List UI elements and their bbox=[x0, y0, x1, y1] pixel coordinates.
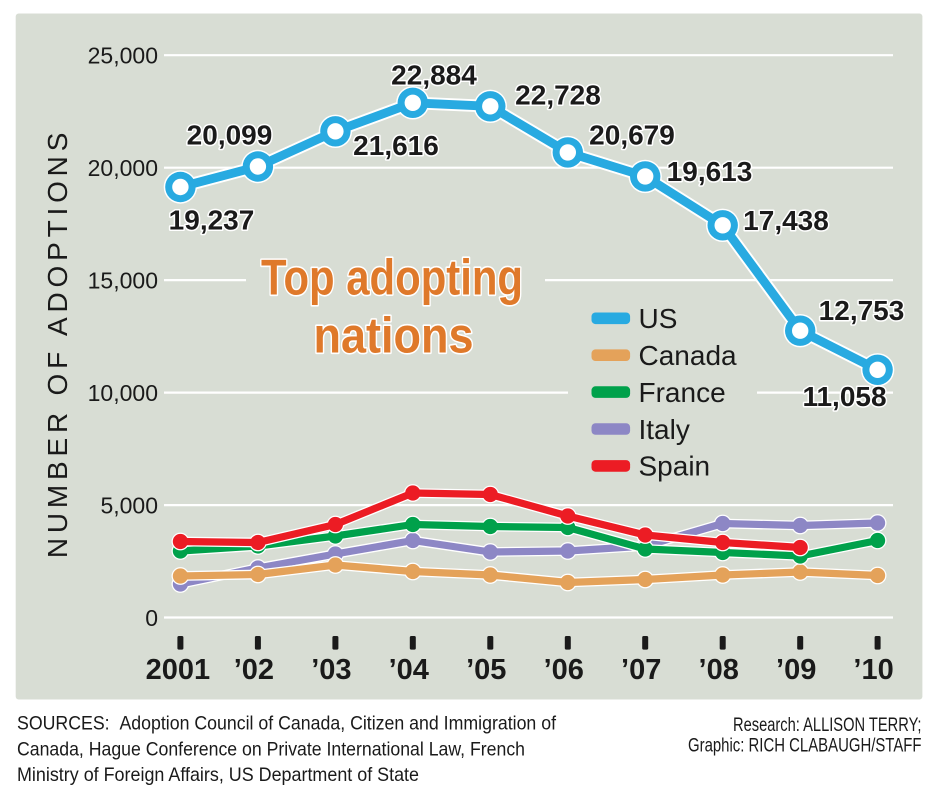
svg-text:5,000: 5,000 bbox=[100, 492, 158, 518]
svg-text:Spain: Spain bbox=[639, 451, 711, 482]
svg-text:SOURCES: Adoption Council of: SOURCES: Adoption Council of Canada, Cit… bbox=[17, 713, 557, 735]
svg-text:Canada: Canada bbox=[639, 340, 738, 371]
svg-text:22,884: 22,884 bbox=[391, 60, 477, 91]
svg-text:Canada, Hague Conference on Pr: Canada, Hague Conference on Private Inte… bbox=[17, 738, 525, 760]
svg-text:’05: ’05 bbox=[466, 654, 506, 686]
svg-text:0: 0 bbox=[145, 605, 158, 631]
svg-text:France: France bbox=[639, 377, 726, 408]
svg-text:Research: ALLISON TERRY;: Research: ALLISON TERRY; bbox=[733, 715, 922, 736]
svg-text:’07: ’07 bbox=[621, 654, 661, 686]
svg-text:15,000: 15,000 bbox=[88, 267, 158, 293]
svg-text:’03: ’03 bbox=[311, 654, 351, 686]
svg-text:21,616: 21,616 bbox=[353, 130, 439, 161]
svg-text:US: US bbox=[639, 303, 678, 334]
svg-text:17,438: 17,438 bbox=[743, 205, 829, 236]
svg-text:’06: ’06 bbox=[544, 654, 584, 686]
svg-text:22,728: 22,728 bbox=[515, 80, 601, 111]
svg-text:Italy: Italy bbox=[639, 414, 690, 445]
svg-text:Ministry of Foreign Affairs, U: Ministry of Foreign Affairs, US Departme… bbox=[17, 764, 419, 786]
svg-text:’09: ’09 bbox=[776, 654, 816, 686]
svg-text:12,753: 12,753 bbox=[819, 295, 905, 326]
svg-text:Top adopting: Top adopting bbox=[261, 250, 523, 306]
svg-text:19,613: 19,613 bbox=[667, 156, 753, 187]
svg-text:NUMBER OF ADOPTIONS: NUMBER OF ADOPTIONS bbox=[42, 128, 73, 558]
svg-text:11,058: 11,058 bbox=[802, 381, 886, 412]
svg-text:25,000: 25,000 bbox=[88, 43, 158, 69]
svg-text:’04: ’04 bbox=[389, 654, 429, 686]
svg-text:20,099: 20,099 bbox=[187, 120, 273, 151]
svg-text:10,000: 10,000 bbox=[88, 380, 158, 406]
svg-text:’02: ’02 bbox=[234, 654, 274, 686]
svg-text:’08: ’08 bbox=[699, 654, 739, 686]
svg-text:20,000: 20,000 bbox=[88, 155, 158, 181]
svg-text:’10: ’10 bbox=[853, 654, 893, 686]
svg-text:nations: nations bbox=[314, 308, 474, 364]
svg-text:2001: 2001 bbox=[146, 654, 211, 686]
svg-text:20,679: 20,679 bbox=[589, 120, 675, 151]
svg-text:19,237: 19,237 bbox=[169, 205, 255, 236]
svg-text:Graphic: RICH CLABAUGH/STAFF: Graphic: RICH CLABAUGH/STAFF bbox=[688, 736, 922, 757]
